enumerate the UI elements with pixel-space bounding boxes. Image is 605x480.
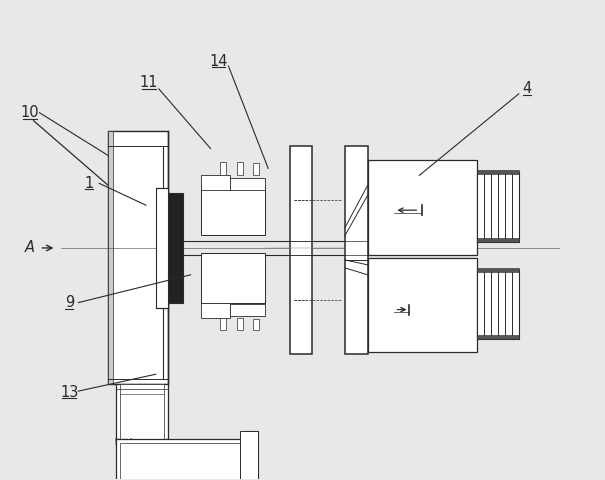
Text: 13: 13 — [60, 384, 79, 400]
Bar — [120, 443, 246, 480]
Bar — [220, 162, 226, 175]
Bar — [477, 336, 518, 339]
Bar — [108, 131, 168, 384]
Bar — [477, 238, 518, 242]
Bar — [156, 188, 168, 308]
Bar — [108, 131, 113, 384]
Bar — [477, 270, 518, 339]
Bar — [163, 193, 183, 302]
Bar — [477, 170, 518, 174]
Bar — [253, 164, 260, 175]
Text: 1: 1 — [85, 176, 94, 191]
Text: 11: 11 — [140, 75, 158, 90]
Bar — [253, 319, 260, 330]
Bar — [240, 431, 258, 480]
Text: 10: 10 — [21, 105, 39, 120]
Bar — [237, 162, 243, 175]
Bar — [246, 431, 258, 480]
Bar — [201, 190, 265, 230]
Bar — [201, 302, 231, 318]
Bar — [345, 145, 368, 354]
Bar — [368, 160, 477, 255]
Bar — [116, 439, 250, 480]
Bar — [201, 185, 265, 235]
Bar — [231, 179, 265, 190]
Bar — [368, 258, 477, 352]
Bar — [231, 304, 265, 315]
Bar — [201, 253, 265, 302]
Bar — [237, 318, 243, 330]
Text: 9: 9 — [65, 295, 74, 310]
Bar — [477, 172, 518, 242]
Bar — [116, 384, 168, 439]
Bar — [290, 145, 312, 354]
Bar — [477, 268, 518, 272]
Text: 14: 14 — [209, 54, 227, 69]
Text: A: A — [25, 240, 34, 255]
Bar — [201, 263, 265, 302]
Bar — [120, 384, 164, 439]
Text: 4: 4 — [522, 82, 531, 96]
Polygon shape — [116, 439, 168, 480]
Bar — [201, 175, 231, 190]
Bar — [220, 318, 226, 330]
